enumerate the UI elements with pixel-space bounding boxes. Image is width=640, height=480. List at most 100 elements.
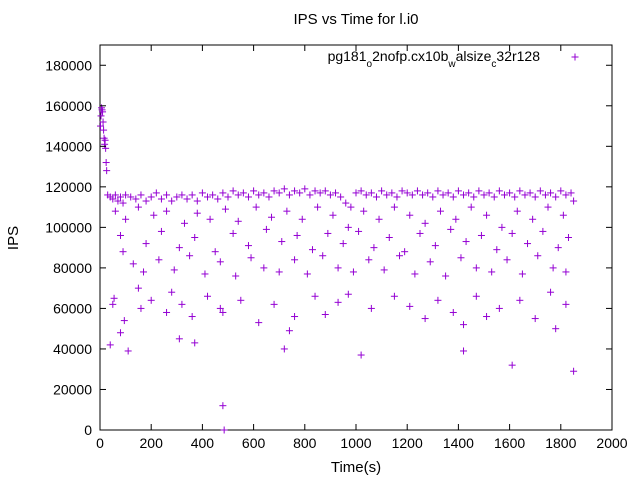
data-point [201, 270, 209, 278]
data-point [163, 191, 171, 199]
data-point [442, 272, 450, 280]
data-point [531, 315, 539, 323]
data-point [157, 195, 165, 203]
y-tick-label: 0 [84, 422, 92, 438]
data-point [211, 248, 219, 256]
data-point [219, 189, 227, 197]
data-point [393, 193, 401, 201]
data-point [214, 195, 222, 203]
data-point [140, 268, 148, 276]
data-point [460, 191, 468, 199]
data-point [114, 197, 122, 205]
data-point [380, 266, 388, 274]
data-point [406, 211, 414, 219]
data-point [470, 193, 478, 201]
data-point [506, 189, 514, 197]
y-tick-label: 100000 [45, 219, 92, 235]
x-axis-label: Time(s) [331, 459, 381, 476]
y-tick-label: 140000 [45, 138, 92, 154]
data-point [285, 327, 293, 335]
data-point [449, 193, 457, 201]
data-point [462, 238, 470, 246]
data-point [291, 256, 299, 264]
data-point [324, 229, 332, 237]
data-point [116, 329, 124, 337]
data-point [570, 367, 578, 375]
data-point [303, 270, 311, 278]
data-point [396, 252, 404, 260]
data-point [426, 258, 434, 266]
data-point [500, 191, 508, 199]
plot-frame [99, 44, 613, 431]
data-point [554, 244, 562, 252]
legend-marker-symbol [571, 53, 579, 61]
data-point [142, 197, 150, 205]
y-tick-label: 80000 [53, 260, 92, 276]
data-point [531, 193, 539, 201]
data-point [367, 189, 375, 197]
x-tick-label: 1600 [494, 435, 525, 451]
y-tick-label: 160000 [45, 98, 92, 114]
y-tick-label: 40000 [53, 341, 92, 357]
y-tick-label: 180000 [45, 57, 92, 73]
data-point [102, 159, 110, 167]
data-point [147, 296, 155, 304]
data-point [127, 193, 135, 201]
data-point [239, 189, 247, 197]
data-point [234, 217, 242, 225]
data-point [216, 258, 224, 266]
data-point [495, 304, 503, 312]
legend-label-part-2: 2nofp.cx10b [372, 48, 448, 64]
data-point [291, 187, 299, 195]
data-point [413, 187, 421, 195]
data-point [536, 187, 544, 195]
x-tick-label: 1800 [545, 435, 576, 451]
data-point [460, 347, 468, 355]
data-point [439, 191, 447, 199]
data-point [352, 189, 360, 197]
data-point [219, 308, 227, 316]
data-point [106, 341, 114, 349]
data-point [134, 203, 142, 211]
data-point [103, 167, 111, 175]
data-point [150, 211, 158, 219]
data-point [193, 209, 201, 217]
data-point [472, 292, 480, 300]
data-point [480, 191, 488, 199]
data-point [224, 193, 232, 201]
data-point [529, 215, 537, 223]
data-point [552, 325, 560, 333]
data-point [332, 189, 340, 197]
data-point [252, 203, 260, 211]
data-point [541, 191, 549, 199]
data-point [383, 191, 391, 199]
data-point [431, 242, 439, 250]
data-point [173, 193, 181, 201]
data-point [411, 270, 419, 278]
chart-title: IPS vs Time for l.i0 [293, 11, 418, 28]
data-point [434, 187, 442, 195]
data-point [370, 244, 378, 252]
data-point [454, 187, 462, 195]
data-point [526, 189, 534, 197]
data-point [183, 195, 191, 203]
data-point [367, 304, 375, 312]
data-point [220, 426, 228, 434]
data-point [516, 187, 524, 195]
data-point [460, 321, 468, 329]
data-point [339, 240, 347, 248]
x-tick-label: 0 [96, 435, 104, 451]
legend-label-part-1: pg181 [328, 48, 367, 64]
data-point [513, 207, 521, 215]
data-point [311, 187, 319, 195]
data-point [188, 313, 196, 321]
data-point [247, 254, 255, 262]
data-point [434, 296, 442, 304]
data-point [406, 302, 414, 310]
data-point [186, 252, 194, 260]
data-point [498, 223, 506, 231]
data-point [116, 231, 124, 239]
legend: pg181o2nofp.cx10bwalsizec32r128 [328, 48, 579, 70]
data-point [270, 300, 278, 308]
